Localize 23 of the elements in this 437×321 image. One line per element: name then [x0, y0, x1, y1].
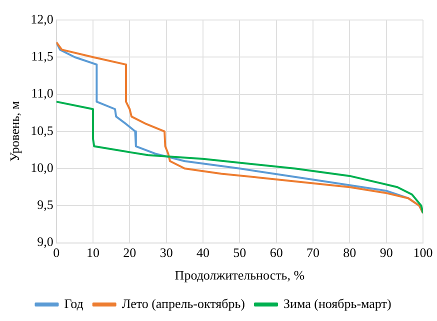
y-axis-title: Уровень, м	[7, 101, 22, 162]
x-tick-label: 30	[160, 245, 173, 260]
y-tick-label: 9,5	[37, 197, 54, 212]
y-tick-label: 10,5	[30, 122, 54, 138]
y-tick-label: 10,0	[30, 160, 54, 175]
x-tick-label: 50	[233, 245, 246, 260]
x-axis-title: Продолжительность, %	[174, 268, 305, 283]
legend-label: Зима (ноябрь-март)	[284, 296, 392, 311]
x-tick-label: 20	[123, 245, 136, 260]
y-tick-label: 9,0	[37, 234, 54, 250]
y-tick-label: 12,0	[30, 11, 54, 26]
x-tick-label: 60	[270, 245, 283, 260]
y-tick-label: 11,0	[31, 86, 54, 101]
y-tick-label: 11,5	[31, 48, 54, 64]
x-tick-label: 40	[196, 245, 210, 260]
x-tick-label: 100	[413, 245, 433, 260]
x-tick-label: 90	[380, 245, 393, 260]
x-tick-label: 10	[86, 245, 100, 260]
legend-label: Лето (апрель-октябрь)	[122, 296, 246, 311]
legend-label: Год	[64, 296, 84, 311]
x-tick-label: 80	[343, 245, 356, 260]
x-tick-label: 0	[53, 245, 60, 260]
x-tick-label: 70	[306, 245, 320, 260]
